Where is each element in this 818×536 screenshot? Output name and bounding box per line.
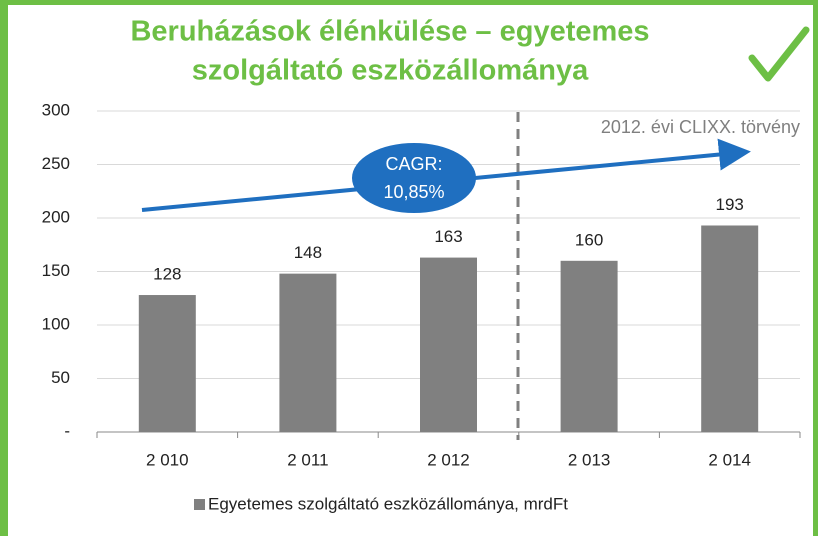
frame-left <box>0 0 8 536</box>
plot-area: - 50 100 150 200 250 300 2 010 2 011 2 012 2 013 2 … <box>42 100 801 513</box>
bar <box>420 257 477 432</box>
frame-right <box>813 0 818 536</box>
chart-title: Beruházások élénkülése – egyetemes <box>130 16 649 48</box>
y-tick-label: 150 <box>42 261 70 280</box>
x-tick-label: 2 014 <box>708 450 751 469</box>
data-label: 193 <box>716 195 744 214</box>
x-tick-label: 2 013 <box>568 450 611 469</box>
x-tick-label: 2 011 <box>287 450 328 469</box>
data-label: 128 <box>153 265 181 284</box>
y-tick-label: - <box>64 421 70 440</box>
data-label: 148 <box>294 243 322 262</box>
y-tick-label: 250 <box>42 154 70 173</box>
y-tick-label: 50 <box>51 368 70 387</box>
data-label: 163 <box>434 227 462 246</box>
legend-swatch <box>194 499 205 510</box>
bar <box>701 225 759 432</box>
cagr-label: CAGR: <box>385 154 442 174</box>
checkmark-icon <box>748 26 810 82</box>
y-tick-label: 100 <box>42 314 70 333</box>
x-tick-label: 2 010 <box>146 450 189 469</box>
cagr-bubble <box>352 143 476 213</box>
data-label: 160 <box>575 230 603 249</box>
bar <box>138 295 196 432</box>
x-tick-label: 2 012 <box>427 450 470 469</box>
legend-label: Egyetemes szolgáltató eszközállománya, m… <box>208 494 568 513</box>
annotation: 2012. évi CLIXX. törvény <box>601 117 800 137</box>
chart-title: szolgáltató eszközállománya <box>192 55 589 87</box>
frame-top <box>0 0 818 5</box>
cagr-label: 10,85% <box>383 182 444 202</box>
y-tick-label: 200 <box>42 207 70 226</box>
y-tick-label: 300 <box>42 100 70 119</box>
bar <box>560 260 618 432</box>
bar <box>279 273 337 432</box>
